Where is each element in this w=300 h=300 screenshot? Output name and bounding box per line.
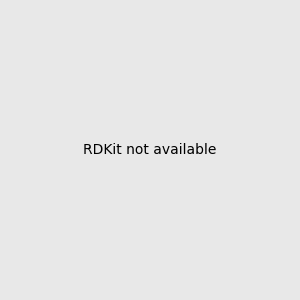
Text: RDKit not available: RDKit not available [83,143,217,157]
